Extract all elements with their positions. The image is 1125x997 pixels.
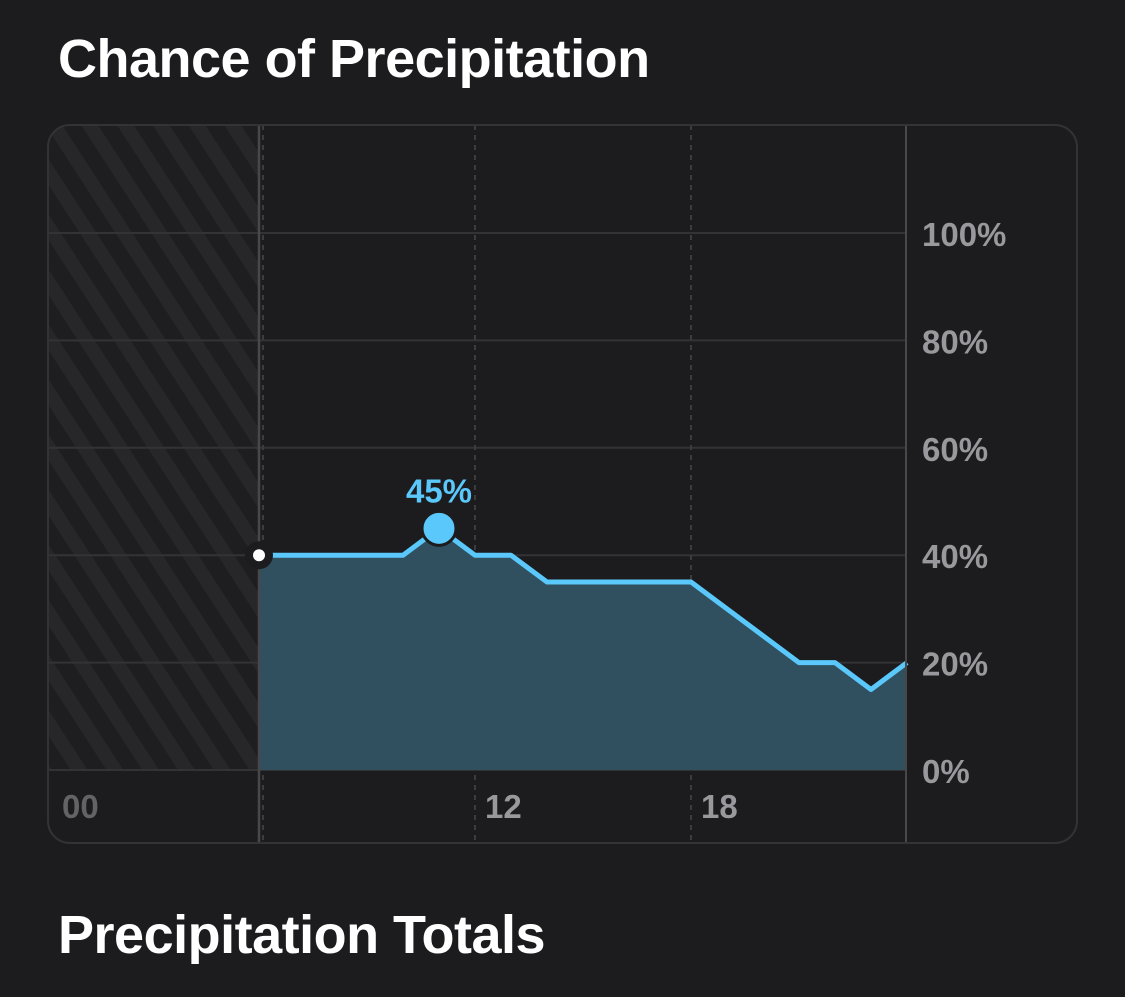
chart-card-border: [47, 124, 1078, 844]
current-point-marker-outer: [245, 541, 273, 570]
precipitation-line: [259, 525, 909, 692]
y-tick-label: 0%: [922, 753, 970, 790]
precipitation-area: [259, 528, 907, 770]
y-tick-label: 20%: [922, 646, 988, 683]
past-hours-region: [48, 125, 259, 770]
x-tick-label: 18: [701, 788, 738, 825]
precipitation-totals-title: Precipitation Totals: [58, 905, 546, 965]
peak-point-marker[interactable]: [420, 509, 458, 547]
x-tick-label: 12: [485, 788, 522, 825]
y-tick-label: 80%: [922, 323, 988, 360]
chance-of-precipitation-title: Chance of Precipitation: [58, 29, 650, 89]
y-tick-label: 100%: [922, 216, 1006, 253]
y-tick-label: 40%: [922, 538, 988, 575]
x-tick-label: 00: [62, 788, 99, 825]
chart-plot-area: [48, 125, 909, 843]
y-tick-label: 60%: [922, 431, 988, 468]
current-point-marker[interactable]: [253, 549, 265, 562]
peak-value-label: 45%: [406, 472, 472, 509]
